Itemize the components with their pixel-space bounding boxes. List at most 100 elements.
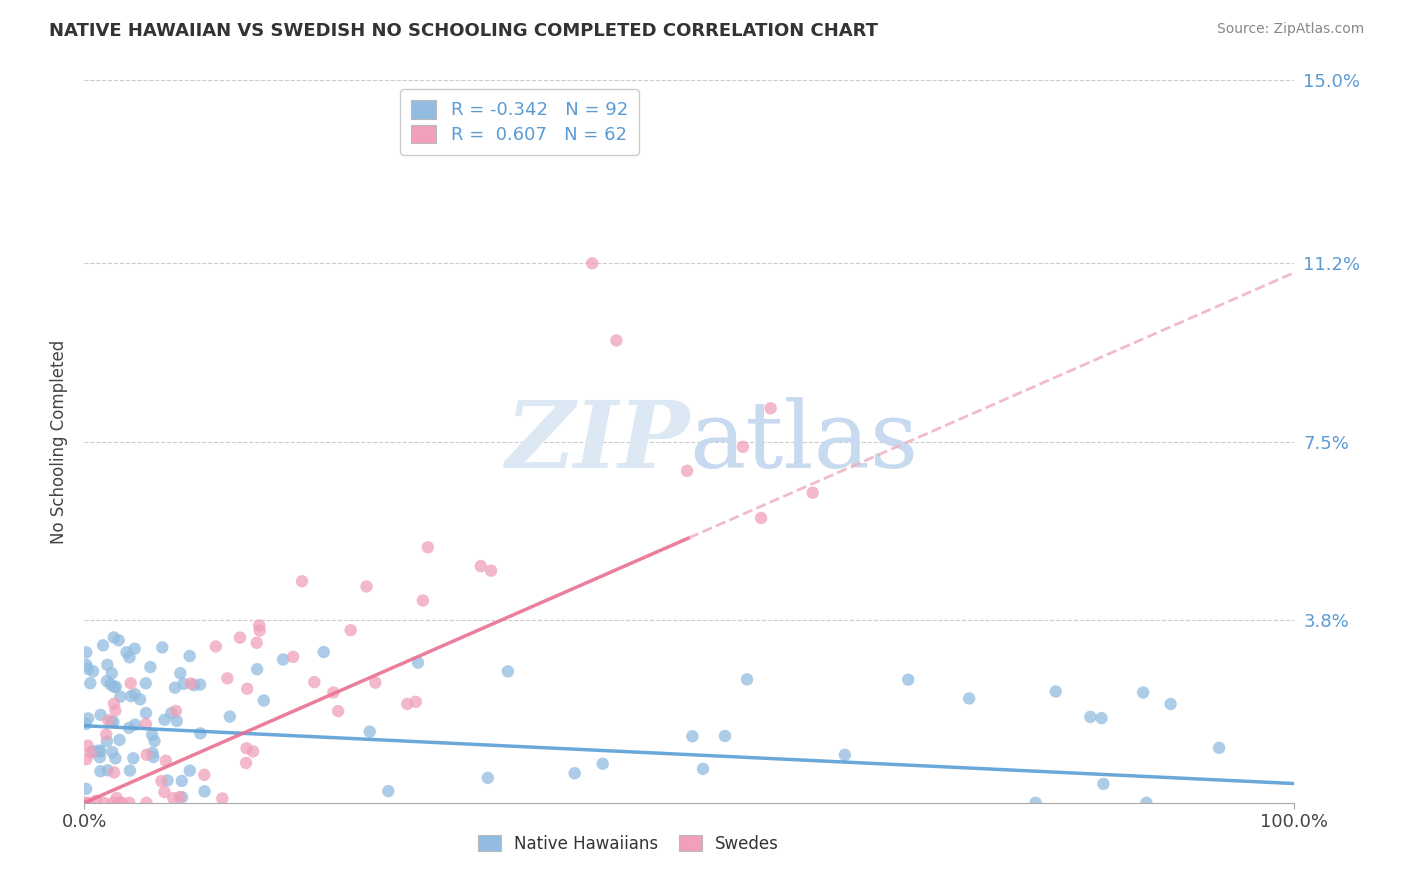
Point: [714, 729, 737, 743]
Point: [135, 676, 157, 690]
Point: [304, 675, 326, 690]
Point: [135, 706, 157, 720]
Point: [249, 624, 271, 638]
Point: [101, 745, 124, 759]
Point: [364, 675, 387, 690]
Point: [676, 464, 699, 478]
Point: [193, 768, 215, 782]
Point: [246, 662, 269, 676]
Point: [87, 743, 110, 757]
Point: [153, 785, 176, 799]
Point: [135, 747, 157, 762]
Point: [1135, 796, 1157, 810]
Point: [124, 717, 146, 731]
Point: [76, 662, 98, 676]
Point: [103, 697, 125, 711]
Point: [291, 574, 314, 589]
Point: [75, 645, 97, 659]
Point: [110, 690, 132, 704]
Point: [166, 714, 188, 728]
Point: [141, 746, 163, 760]
Point: [190, 726, 212, 740]
Point: [100, 678, 122, 692]
Point: [103, 796, 125, 810]
Point: [139, 660, 162, 674]
Point: [96, 674, 118, 689]
Point: [897, 673, 920, 687]
Point: [477, 771, 499, 785]
Text: NATIVE HAWAIIAN VS SWEDISH NO SCHOOLING COMPLETED CORRELATION CHART: NATIVE HAWAIIAN VS SWEDISH NO SCHOOLING …: [49, 22, 879, 40]
Point: [247, 618, 270, 632]
Point: [103, 680, 125, 694]
Point: [75, 657, 97, 672]
Point: [731, 440, 754, 454]
Point: [97, 764, 120, 778]
Point: [122, 751, 145, 765]
Point: [1092, 777, 1115, 791]
Point: [1025, 796, 1047, 810]
Point: [957, 691, 980, 706]
Point: [681, 729, 703, 743]
Point: [396, 697, 419, 711]
Point: [322, 685, 344, 699]
Point: [735, 673, 758, 687]
Legend: Native Hawaiians, Swedes: Native Hawaiians, Swedes: [471, 828, 786, 860]
Point: [406, 656, 429, 670]
Point: [180, 676, 202, 690]
Point: [211, 791, 233, 805]
Point: [141, 728, 163, 742]
Point: [100, 714, 122, 729]
Text: atlas: atlas: [689, 397, 918, 486]
Point: [82, 744, 104, 758]
Point: [77, 711, 100, 725]
Point: [235, 756, 257, 770]
Point: [118, 796, 141, 810]
Point: [153, 713, 176, 727]
Point: [692, 762, 714, 776]
Point: [103, 765, 125, 780]
Point: [108, 732, 131, 747]
Point: [150, 640, 173, 655]
Point: [129, 692, 152, 706]
Point: [173, 677, 195, 691]
Point: [82, 665, 104, 679]
Point: [412, 593, 434, 607]
Point: [163, 681, 186, 695]
Y-axis label: No Schooling Completed: No Schooling Completed: [49, 340, 67, 543]
Point: [204, 640, 226, 654]
Point: [170, 773, 193, 788]
Point: [124, 687, 146, 701]
Point: [312, 645, 335, 659]
Point: [172, 790, 194, 805]
Point: [162, 791, 184, 805]
Point: [75, 796, 97, 810]
Point: [77, 796, 100, 810]
Point: [142, 750, 165, 764]
Point: [104, 680, 127, 694]
Point: [155, 754, 177, 768]
Point: [253, 693, 276, 707]
Point: [96, 734, 118, 748]
Point: [1078, 710, 1101, 724]
Point: [405, 695, 427, 709]
Point: [1045, 684, 1067, 698]
Point: [356, 579, 378, 593]
Point: [1160, 697, 1182, 711]
Point: [236, 681, 259, 696]
Point: [169, 790, 191, 805]
Point: [271, 652, 294, 666]
Point: [496, 665, 519, 679]
Point: [115, 645, 138, 659]
Point: [143, 734, 166, 748]
Point: [118, 764, 141, 778]
Point: [188, 677, 211, 691]
Point: [91, 638, 114, 652]
Point: [89, 744, 111, 758]
Point: [183, 678, 205, 692]
Point: [79, 676, 101, 690]
Point: [107, 633, 129, 648]
Point: [84, 794, 107, 808]
Point: [120, 676, 142, 690]
Point: [103, 631, 125, 645]
Point: [217, 671, 239, 685]
